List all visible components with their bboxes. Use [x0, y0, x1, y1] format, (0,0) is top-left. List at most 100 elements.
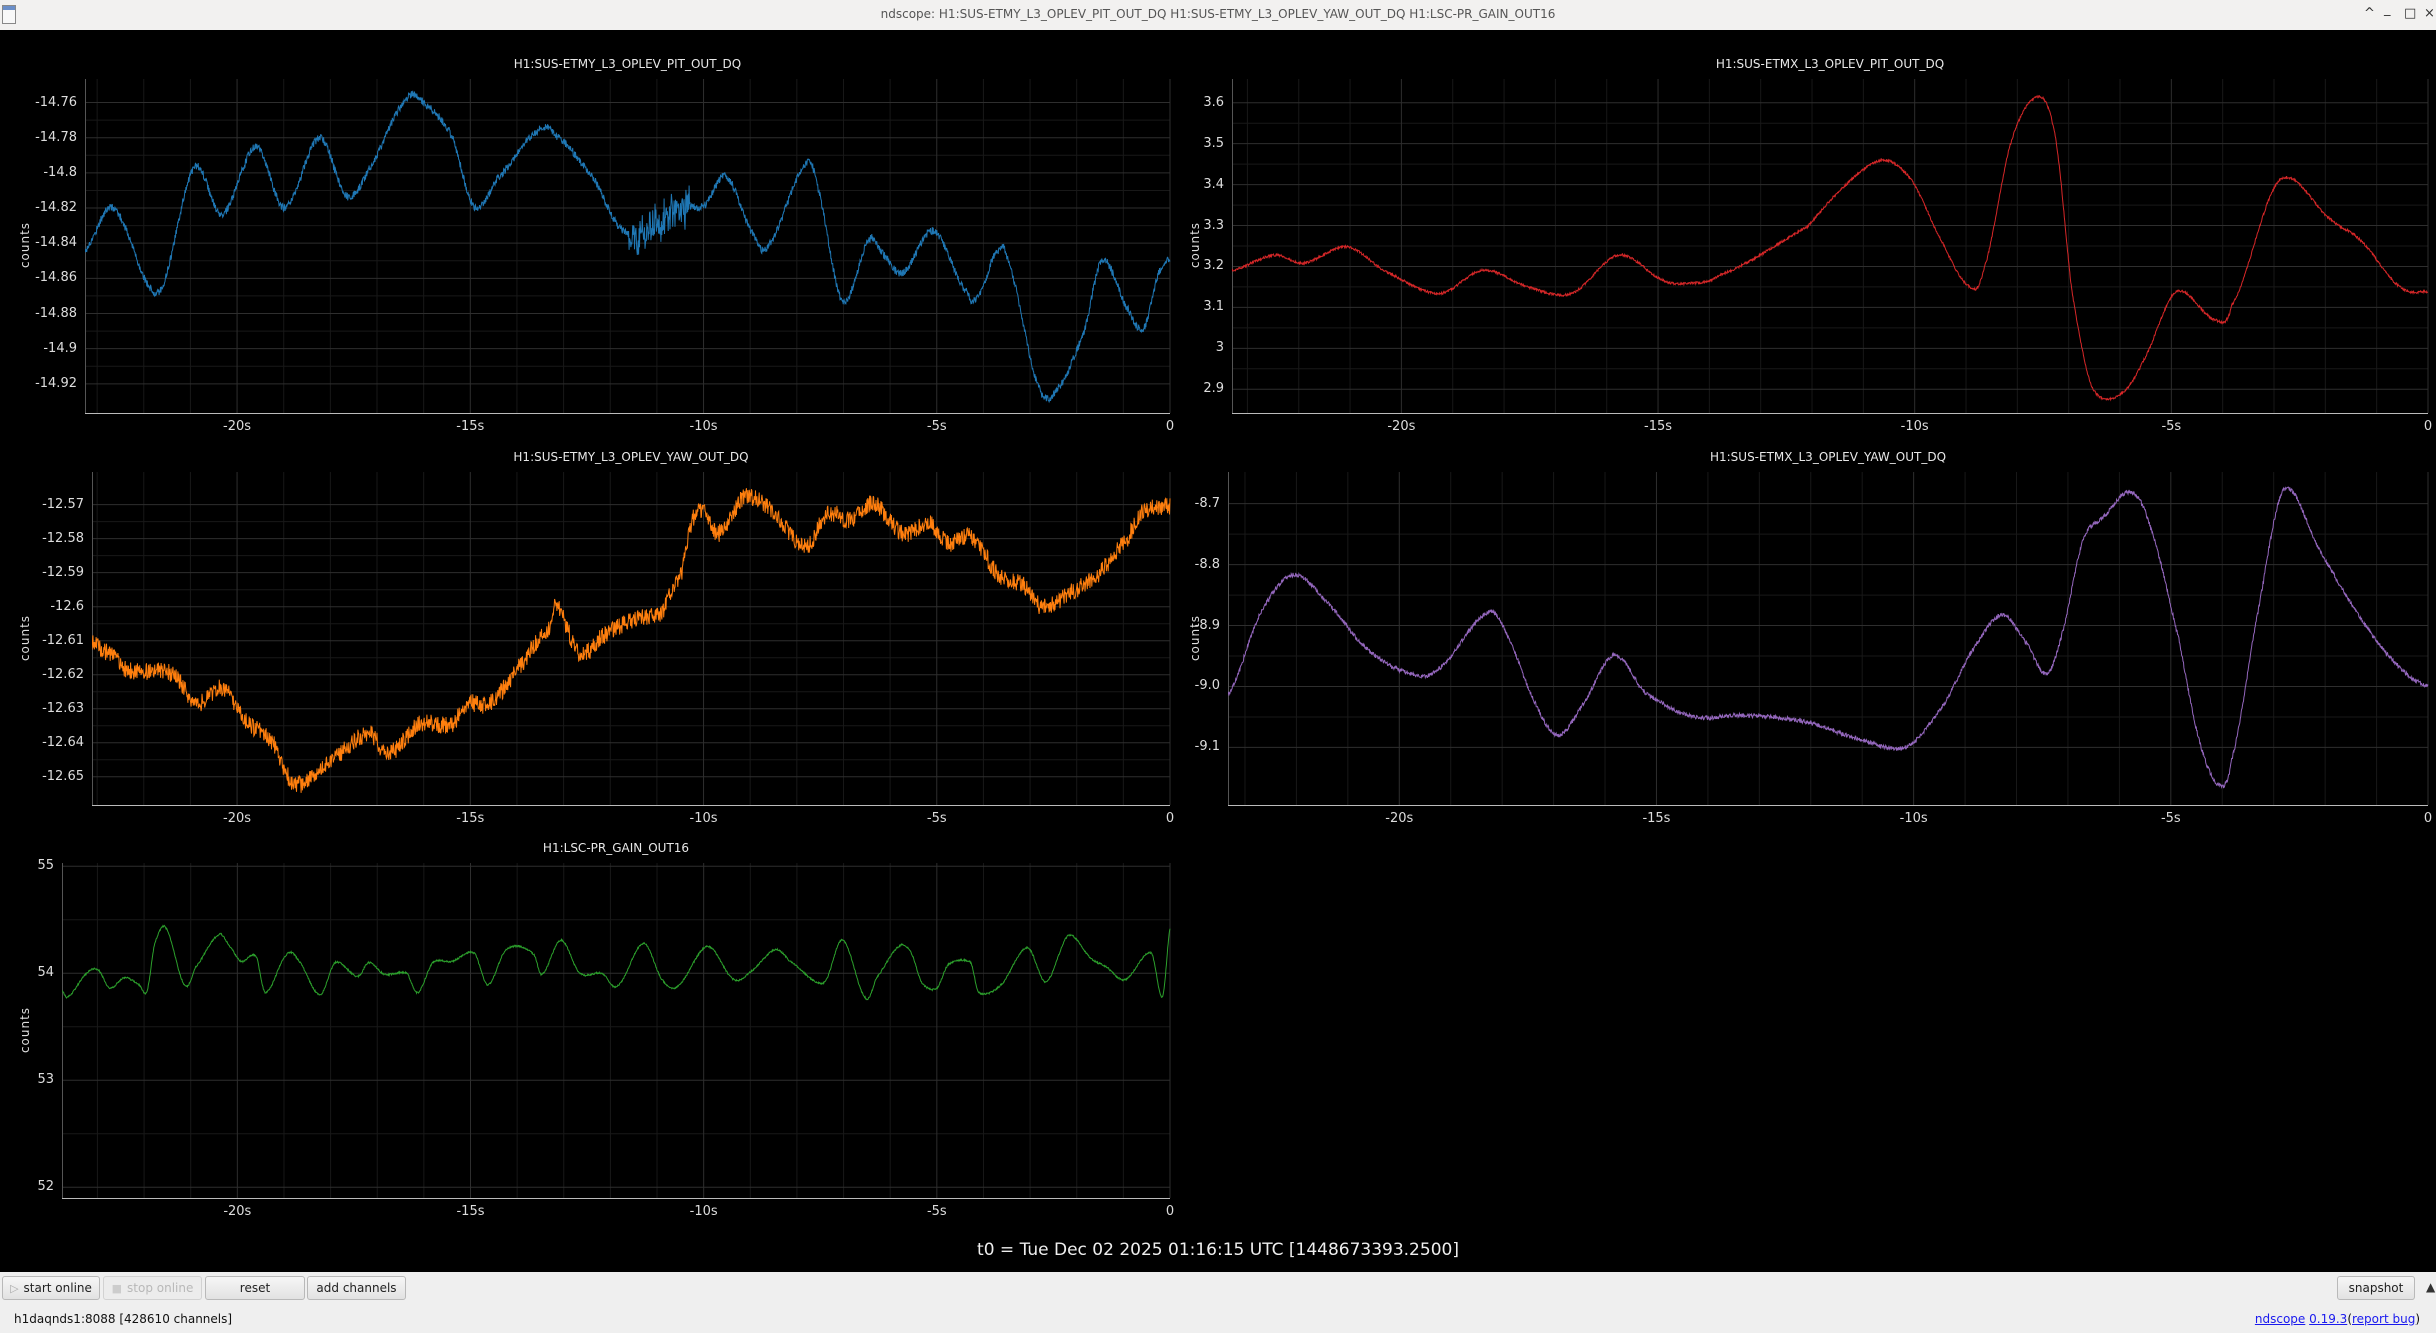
collapse-arrow-icon[interactable]: ▲ [2426, 1280, 2436, 1294]
x-tick-label: -10s [1899, 811, 1928, 826]
minimize-icon[interactable]: _ [2384, 2, 2391, 17]
plot-canvas[interactable] [1228, 472, 2430, 807]
x-tick-label: -15s [1642, 811, 1671, 826]
y-tick-label: -14.76 [35, 94, 77, 110]
start-online-button[interactable]: ▷ start online [2, 1276, 100, 1300]
plot-canvas[interactable] [62, 863, 1172, 1200]
paren-close: ) [2415, 1312, 2420, 1326]
plot-h1-sus-etmx-l3-oplev-yaw-out-dq[interactable]: H1:SUS-ETMX_L3_OPLEV_YAW_OUT_DQ counts -8.… [1180, 30, 2434, 1235]
stop-icon: ■ [111, 1281, 123, 1295]
y-tick-label: -14.9 [43, 340, 77, 356]
y-tick-label: -14.92 [35, 375, 77, 391]
x-tick-label: -10s [689, 1204, 718, 1219]
x-tick-label: -5s [2161, 419, 2182, 434]
y-tick-label: -14.84 [35, 235, 77, 251]
snapshot-button[interactable]: snapshot [2337, 1276, 2415, 1300]
ndscope-link[interactable]: ndscope [2254, 1312, 2306, 1326]
x-tick-label: 0 [2423, 811, 2433, 826]
y-tick-label: 3.4 [1203, 176, 1224, 192]
window-title: ndscope: H1:SUS-ETMY_L3_OPLEV_PIT_OUT_DQ… [880, 7, 1556, 21]
y-tick-label: -14.82 [35, 200, 77, 216]
y-tick-label: 3.3 [1203, 217, 1224, 233]
y-tick-label: -12.58 [42, 530, 84, 546]
window-titlebar: ndscope: H1:SUS-ETMY_L3_OPLEV_PIT_OUT_DQ… [0, 0, 2436, 31]
start-online-label: start online [23, 1281, 92, 1295]
x-tick-label: -20s [223, 419, 252, 434]
add-channels-button[interactable]: add channels [307, 1276, 406, 1300]
y-tick-label: -12.57 [42, 496, 84, 512]
y-tick-label: -12.62 [42, 666, 84, 682]
y-tick-label: -12.59 [42, 564, 84, 580]
y-tick-label: -8.9 [1194, 617, 1220, 633]
x-tick-label: 0 [1165, 811, 1175, 826]
y-tick-label: -14.86 [35, 270, 77, 286]
x-tick-label: -10s [689, 811, 718, 826]
close-icon[interactable]: × [2424, 6, 2435, 21]
paren-open: ( [2347, 1312, 2352, 1326]
trace-h1-lsc-pr-gain-out16 [62, 924, 1171, 1001]
y-tick-label: 2.9 [1203, 381, 1224, 397]
plot-title: H1:LSC-PR_GAIN_OUT16 [542, 841, 690, 855]
stop-online-label: stop online [127, 1281, 194, 1295]
x-tick-label: -5s [2160, 811, 2181, 826]
control-bar: ▷ start online ■ stop online reset add c… [0, 1272, 2436, 1333]
plot-h1-sus-etmx-l3-oplev-pit-out-dq[interactable]: H1:SUS-ETMX_L3_OPLEV_PIT_OUT_DQ counts 3.6… [1180, 30, 2434, 1235]
y-tick-label: -9.1 [1194, 739, 1220, 755]
y-tick-label: -14.88 [35, 305, 77, 321]
reset-button[interactable]: reset [205, 1276, 305, 1300]
x-tick-label: -5s [926, 419, 947, 434]
t0-label: t0 = Tue Dec 02 2025 01:16:15 UTC [14486… [977, 1240, 1459, 1260]
plot-canvas[interactable] [92, 472, 1172, 807]
y-axis-label: counts [18, 1006, 33, 1053]
trace-h1-sus-etmy-l3-oplev-pit-out-dq [85, 90, 1171, 404]
play-icon: ▷ [10, 1281, 19, 1295]
x-tick-label: -15s [456, 811, 485, 826]
maximize-icon[interactable]: □ [2404, 6, 2417, 21]
y-tick-label: 3.1 [1203, 299, 1224, 315]
trace-h1-sus-etmx-l3-oplev-yaw-out-dq [1228, 486, 2429, 790]
y-tick-label: 3.6 [1203, 94, 1224, 110]
server-status: h1daqnds1:8088 [428610 channels] [14, 1312, 233, 1326]
trace-h1-sus-etmy-l3-oplev-yaw-out-dq [92, 488, 1171, 793]
x-tick-label: 0 [1165, 1204, 1175, 1219]
y-tick-label: 52 [37, 1179, 54, 1195]
x-tick-label: -10s [1900, 419, 1929, 434]
stop-online-button[interactable]: ■ stop online [103, 1276, 202, 1300]
y-tick-label: -12.6 [50, 598, 84, 614]
version-link[interactable]: 0.19.3 [2309, 1312, 2348, 1326]
plot-title: H1:SUS-ETMY_L3_OPLEV_YAW_OUT_DQ [513, 450, 749, 464]
app-window-icon[interactable] [2, 5, 16, 24]
y-tick-label: -8.8 [1194, 556, 1220, 572]
y-tick-label: 54 [37, 965, 54, 981]
x-tick-label: -5s [926, 1204, 947, 1219]
x-tick-label: -20s [1387, 419, 1416, 434]
y-tick-label: -9.0 [1194, 678, 1220, 694]
x-tick-label: 0 [2423, 419, 2433, 434]
report-bug-link[interactable]: report bug [2352, 1312, 2416, 1326]
plot-canvas[interactable] [85, 79, 1172, 415]
x-tick-label: 0 [1165, 419, 1175, 434]
y-tick-label: -14.78 [35, 129, 77, 145]
version-info: ndscope 0.19.3(report bug) [2255, 1312, 2420, 1326]
plot-title: H1:SUS-ETMX_L3_OPLEV_PIT_OUT_DQ [1715, 57, 1945, 71]
plot-h1-lsc-pr-gain-out16[interactable]: H1:LSC-PR_GAIN_OUT16 counts 55 54 53 52 -20s -1… [0, 30, 1176, 1235]
x-tick-label: -5s [926, 811, 947, 826]
y-tick-label: 3.2 [1203, 258, 1224, 274]
plot-title: H1:SUS-ETMY_L3_OPLEV_PIT_OUT_DQ [513, 57, 742, 71]
x-tick-label: -10s [689, 419, 718, 434]
keep-above-icon[interactable]: ^ [2364, 6, 2375, 21]
x-tick-label: -15s [456, 419, 485, 434]
y-tick-label: -12.63 [42, 700, 84, 716]
y-tick-label: -12.64 [42, 734, 84, 750]
y-tick-label: -14.8 [43, 164, 77, 180]
plot-title: H1:SUS-ETMX_L3_OPLEV_YAW_OUT_DQ [1709, 450, 1947, 464]
y-tick-label: -12.65 [42, 768, 84, 784]
x-tick-label: -20s [223, 1204, 252, 1219]
x-tick-label: -15s [1644, 419, 1673, 434]
plot-canvas[interactable] [1232, 79, 2430, 415]
y-tick-label: 55 [37, 858, 54, 874]
y-tick-label: -8.7 [1194, 495, 1220, 511]
